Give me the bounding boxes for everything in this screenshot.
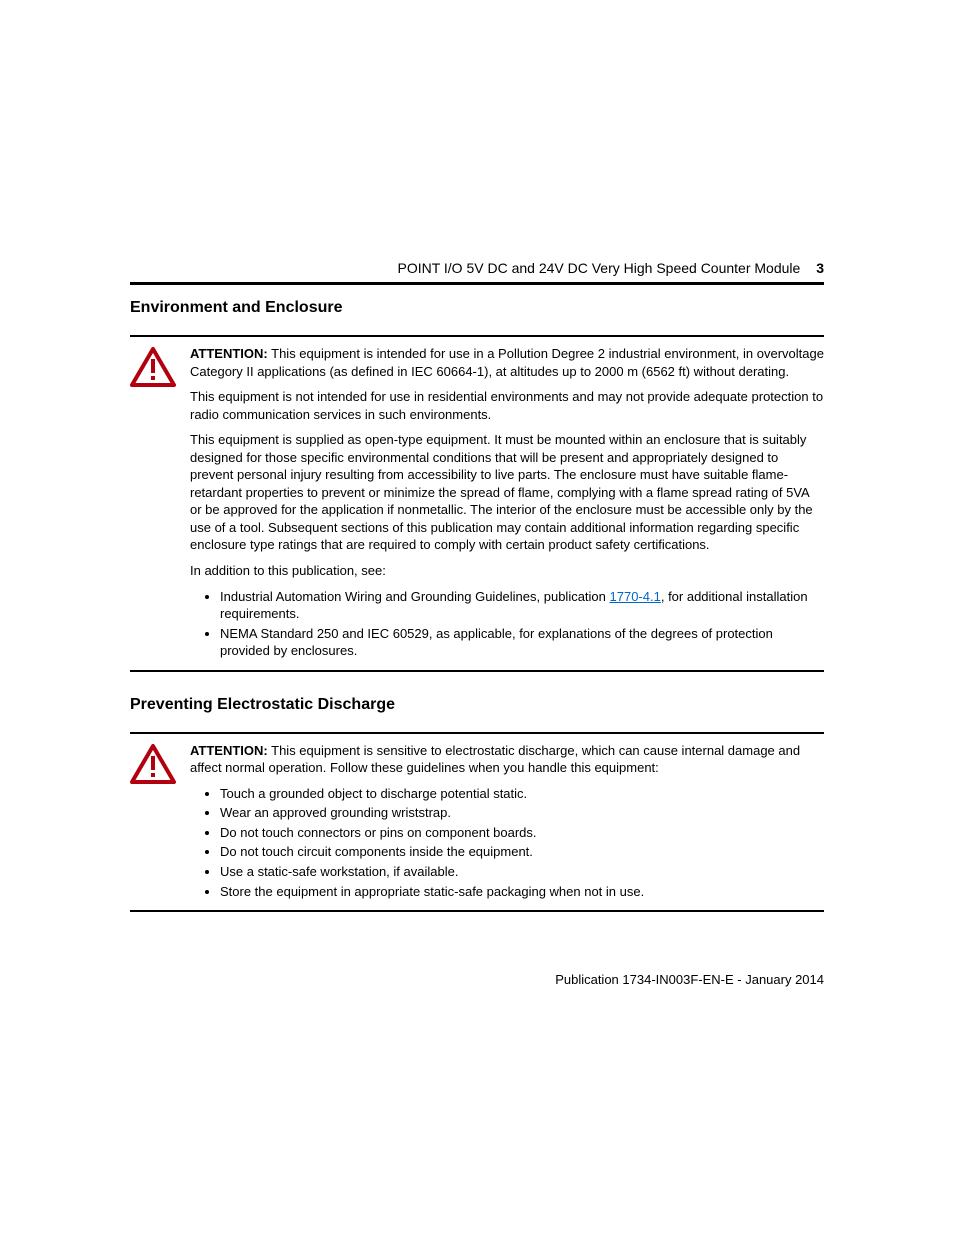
- section2-bullets: Touch a grounded object to discharge pot…: [190, 785, 824, 900]
- footer-text: Publication 1734-IN003F-EN-E - January 2…: [130, 972, 824, 987]
- section2-bullet-6: Store the equipment in appropriate stati…: [220, 883, 824, 901]
- attention-icon: [130, 347, 176, 387]
- attention-icon: [130, 744, 176, 784]
- section2-rule-top: [130, 732, 824, 734]
- section2-heading: Preventing Electrostatic Discharge: [130, 696, 824, 714]
- section1-callout: ATTENTION: This equipment is intended fo…: [130, 345, 824, 662]
- section1-para3: This equipment is supplied as open-type …: [190, 431, 824, 554]
- section2-rule-bottom: [130, 910, 824, 912]
- section2-bullet-1: Touch a grounded object to discharge pot…: [220, 785, 824, 803]
- attention-label: ATTENTION:: [190, 743, 268, 758]
- section1-para4: In addition to this publication, see:: [190, 562, 824, 580]
- header-page-number: 3: [816, 260, 824, 276]
- section1-para2: This equipment is not intended for use i…: [190, 388, 824, 423]
- section1-para1-text: This equipment is intended for use in a …: [190, 346, 824, 379]
- section2-para1-text: This equipment is sensitive to electrost…: [190, 743, 800, 776]
- section1-bullet-2: NEMA Standard 250 and IEC 60529, as appl…: [220, 625, 824, 660]
- document-page: POINT I/O 5V DC and 24V DC Very High Spe…: [0, 0, 954, 1047]
- section2-bullet-5: Use a static-safe workstation, if availa…: [220, 863, 824, 881]
- header-title: POINT I/O 5V DC and 24V DC Very High Spe…: [397, 260, 800, 276]
- section1-text: ATTENTION: This equipment is intended fo…: [190, 345, 824, 662]
- section2-callout: ATTENTION: This equipment is sensitive t…: [130, 742, 824, 902]
- section2-bullet-2: Wear an approved grounding wriststrap.: [220, 804, 824, 822]
- attention-label: ATTENTION:: [190, 346, 268, 361]
- section1-para1: ATTENTION: This equipment is intended fo…: [190, 345, 824, 380]
- section1-bullet-1: Industrial Automation Wiring and Groundi…: [220, 588, 824, 623]
- section1-rule-top: [130, 335, 824, 337]
- section2-icon-col: [130, 742, 190, 789]
- section1-icon-col: [130, 345, 190, 392]
- header-rule: [130, 282, 824, 285]
- section1-rule-bottom: [130, 670, 824, 672]
- section2-bullet-3: Do not touch connectors or pins on compo…: [220, 824, 824, 842]
- section2-bullet-4: Do not touch circuit components inside t…: [220, 843, 824, 861]
- pub-link[interactable]: 1770-4.1: [610, 589, 661, 604]
- section2-para1: ATTENTION: This equipment is sensitive t…: [190, 742, 824, 777]
- section2-text: ATTENTION: This equipment is sensitive t…: [190, 742, 824, 902]
- section1-bullets: Industrial Automation Wiring and Groundi…: [190, 588, 824, 660]
- section1-heading: Environment and Enclosure: [130, 299, 824, 317]
- page-header: POINT I/O 5V DC and 24V DC Very High Spe…: [130, 260, 824, 276]
- bullet1-prefix: Industrial Automation Wiring and Groundi…: [220, 589, 610, 604]
